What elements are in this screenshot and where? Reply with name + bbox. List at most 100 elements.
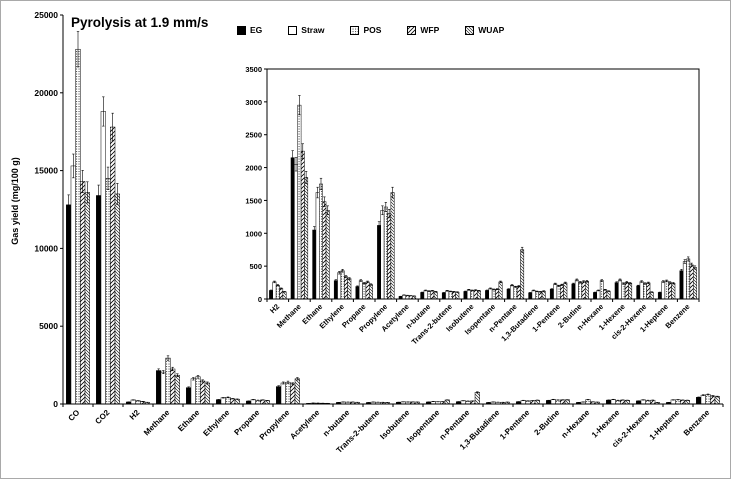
bar-pos [686,258,691,300]
bar-wuap [390,192,395,300]
bar-pos [535,291,539,300]
bar-wfp [110,126,116,405]
bar-wfp [80,181,86,405]
bar-wuap [693,267,697,300]
bar-straw [466,289,471,300]
category-label: n-Hexane [560,408,592,440]
bar-eg [463,291,468,300]
bar-straw [100,111,106,405]
bar-eg [614,282,619,300]
bar-wfp [473,289,478,300]
bar-wfp [170,368,176,405]
bar-wfp [538,291,543,300]
y-tick-label: 5000 [39,321,58,331]
legend: EG Straw POS WFP WUAP [237,25,504,35]
bar-eg [96,195,102,405]
bar-pos [448,291,453,300]
bar-eg [276,386,282,405]
bar-pos [319,183,323,300]
y-tick-label: 1000 [245,229,262,238]
bar-pos [615,400,621,405]
bar-wfp [230,398,236,405]
bar-wuap [347,278,352,300]
bar-straw [610,399,616,405]
bar-eg [355,286,360,300]
bar-straw [700,394,706,405]
category-label: H2 [128,408,142,422]
bar-eg [186,387,192,405]
bar-wfp [290,383,296,405]
y-tick-label: 3000 [245,98,262,107]
bar-wuap [534,399,540,405]
bar-straw [520,400,526,405]
bar-wuap [304,177,309,300]
bar-eg [269,290,274,300]
bar-pos [362,282,367,300]
bar-straw [250,399,256,405]
bar-straw [380,210,385,300]
bar-straw [423,290,428,300]
bar-wuap [498,281,503,300]
bar-wfp [516,285,521,300]
inset-chart: 0500100015002000250030003500H2MethaneEth… [231,61,705,346]
legend-swatch-white-icon [288,25,298,35]
y-tick-label: 0 [258,295,262,304]
bar-pos [383,206,388,300]
bar-eg [636,285,641,300]
bar-pos [105,178,111,405]
bar-pos [340,270,345,300]
category-label: CO [67,408,82,423]
bar-straw [618,279,622,300]
bar-eg [290,157,295,300]
bar-eg [333,280,338,300]
bar-wfp [603,289,608,300]
category-label: 2-Butine [532,408,561,437]
bar-wuap [563,282,568,300]
y-tick-label: 500 [249,262,262,271]
bar-straw [130,399,136,405]
bar-eg [549,288,554,300]
bar-wfp [680,399,686,405]
bar-wfp [650,399,656,405]
y-tick-label: 2500 [245,131,262,140]
bar-eg [66,204,72,405]
bar-pos [513,286,518,300]
bar-wuap [520,249,525,300]
bar-straw [550,399,556,405]
legend-label-wfp: WFP [420,25,440,35]
y-tick-label: 20000 [34,88,58,98]
y-tick-label: 10000 [34,243,58,253]
bar-pos [664,280,669,300]
bar-wuap [628,282,633,300]
category-label: n-butane [321,408,352,439]
bar-straw [294,164,298,300]
bar-straw [445,290,450,300]
category-label: Isopentane [405,408,442,445]
bar-wfp [365,281,370,300]
bar-pos [643,283,647,300]
bar-wfp [646,282,651,300]
bar-wuap [564,399,570,405]
bar-eg [312,229,317,300]
bar-straw [670,399,676,405]
category-label: 1-Pentene [498,408,532,442]
legend-label-pos: POS [363,25,382,35]
bar-eg [571,283,576,300]
bar-wfp [495,288,500,300]
bar-eg [696,397,702,405]
bar-straw [70,165,76,405]
bar-wuap [84,192,90,405]
bar-straw [315,192,320,300]
bar-wfp [624,281,629,300]
bar-wuap [264,400,270,405]
bar-wuap [282,291,287,300]
legend-swatch-diag-icon [407,25,417,35]
bar-wuap [369,284,373,300]
bar-eg [593,292,598,300]
bar-eg [606,399,612,405]
bar-pos [578,281,583,300]
category-label: Ethane [176,408,202,434]
category-label: Methane [275,302,303,330]
bar-eg [679,270,684,300]
bar-wfp [430,290,435,300]
